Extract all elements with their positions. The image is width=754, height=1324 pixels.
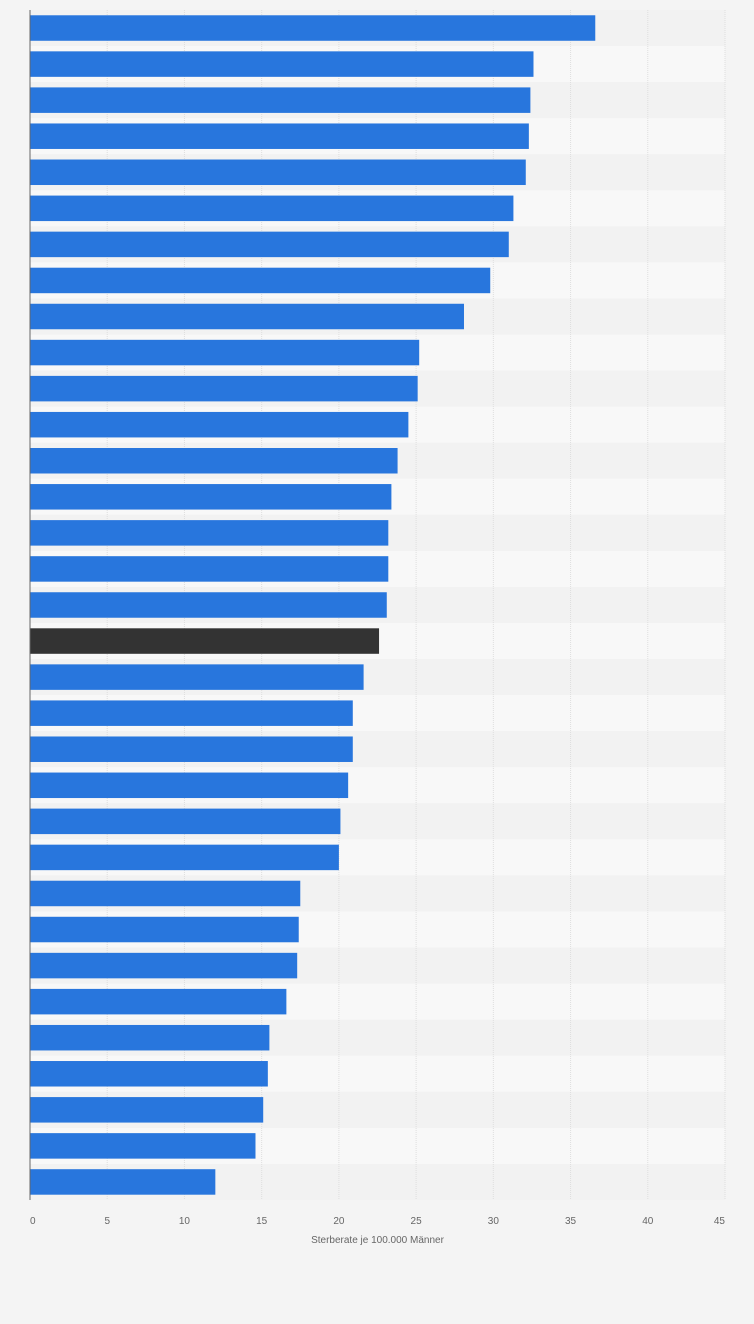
x-tick-label: 30 xyxy=(488,1216,500,1227)
bar[interactable] xyxy=(30,988,287,1015)
bar[interactable] xyxy=(30,844,339,871)
bar[interactable] xyxy=(30,1061,268,1087)
bar[interactable] xyxy=(30,592,387,618)
x-tick-label: 45 xyxy=(714,1216,726,1227)
bar[interactable] xyxy=(30,520,389,546)
bar[interactable] xyxy=(30,303,464,330)
x-axis-label: Sterberate je 100.000 Männer xyxy=(311,1235,445,1246)
bar[interactable] xyxy=(30,1133,256,1159)
bar[interactable] xyxy=(30,448,398,474)
bar[interactable] xyxy=(30,159,526,186)
bar[interactable] xyxy=(30,556,389,582)
bar[interactable] xyxy=(30,1024,270,1051)
x-tick-label: 20 xyxy=(333,1216,345,1227)
x-tick-label: 10 xyxy=(179,1216,191,1227)
x-axis-ticks: 0 5 10 15 20 25 30 35 40 45 xyxy=(30,1216,725,1227)
bar[interactable] xyxy=(30,195,514,222)
bar[interactable] xyxy=(30,952,298,979)
bar[interactable] xyxy=(30,808,341,835)
bar[interactable] xyxy=(30,231,509,258)
bar[interactable] xyxy=(30,411,409,438)
bar[interactable] xyxy=(30,880,301,907)
x-tick-label: 5 xyxy=(104,1216,110,1227)
bar[interactable] xyxy=(30,339,420,366)
bar[interactable] xyxy=(30,628,380,654)
x-tick-label: 35 xyxy=(565,1216,577,1227)
bar[interactable] xyxy=(30,700,353,726)
x-tick-label: 0 xyxy=(30,1216,36,1227)
bar[interactable] xyxy=(30,484,392,510)
x-tick-label: 15 xyxy=(256,1216,268,1227)
bar[interactable] xyxy=(30,375,418,402)
bars xyxy=(30,15,596,1195)
bar[interactable] xyxy=(30,916,299,943)
bar[interactable] xyxy=(30,267,491,294)
x-tick-label: 40 xyxy=(642,1216,654,1227)
bar[interactable] xyxy=(30,87,531,113)
bar[interactable] xyxy=(30,51,534,77)
bar[interactable] xyxy=(30,772,349,799)
bar[interactable] xyxy=(30,123,529,149)
bar[interactable] xyxy=(30,664,364,690)
bar[interactable] xyxy=(30,1097,264,1123)
bar[interactable] xyxy=(30,1169,216,1195)
bar[interactable] xyxy=(30,15,596,41)
x-tick-label: 25 xyxy=(411,1216,423,1227)
bar[interactable] xyxy=(30,736,353,762)
